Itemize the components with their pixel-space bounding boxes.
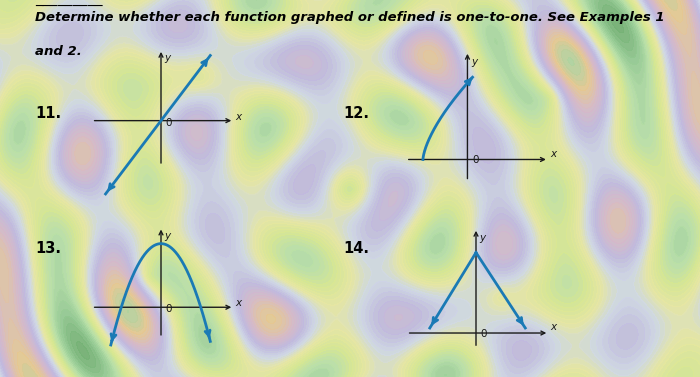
Text: y: y [164, 53, 170, 63]
Text: y: y [479, 233, 485, 244]
Text: 0: 0 [473, 155, 479, 165]
Text: 0: 0 [166, 304, 172, 314]
Text: x: x [550, 149, 556, 159]
Text: x: x [236, 298, 241, 308]
Text: 14.: 14. [343, 241, 369, 256]
Text: x: x [551, 322, 556, 333]
Text: Determine whether each function graphed or defined is one-to-one. See Examples 1: Determine whether each function graphed … [35, 11, 664, 24]
Text: y: y [164, 231, 170, 241]
Text: ─────────: ───────── [35, 0, 102, 13]
Text: 0: 0 [481, 329, 487, 339]
Text: x: x [236, 112, 241, 122]
Text: 13.: 13. [35, 241, 61, 256]
Text: y: y [471, 57, 477, 67]
Text: and 2.: and 2. [35, 45, 82, 58]
Text: 12.: 12. [343, 106, 369, 121]
Text: 11.: 11. [35, 106, 61, 121]
Text: 0: 0 [166, 118, 172, 128]
